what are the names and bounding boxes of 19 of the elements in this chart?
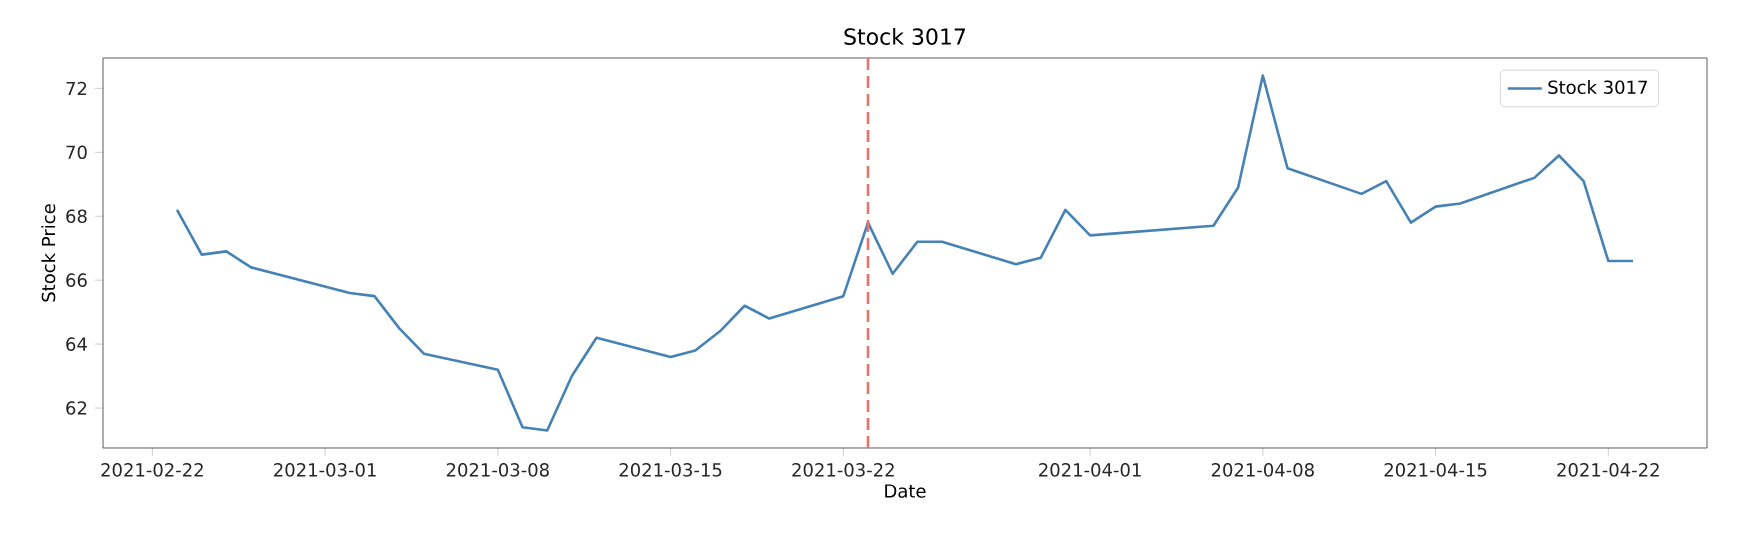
y-tick-label: 64	[66, 337, 87, 351]
y-tick-label: 70	[66, 145, 87, 160]
x-tick-label: 2021-04-15	[1384, 463, 1487, 477]
x-tick-label: 2021-03-01	[274, 463, 376, 477]
y-tick-label: 66	[66, 273, 87, 287]
chart-title: Stock 3017	[844, 27, 966, 45]
x-axis-title: Date	[885, 484, 926, 498]
x-tick-label: 2021-04-08	[1211, 463, 1314, 477]
x-tick-label: 2021-04-01	[1039, 463, 1141, 477]
x-tick-label: 2021-02-22	[101, 463, 203, 477]
y-tick-label: 72	[66, 81, 87, 96]
x-tick-label: 2021-04-22	[1557, 463, 1659, 477]
legend-label: Stock 3017	[1548, 80, 1647, 95]
x-tick-label: 2021-03-22	[792, 463, 894, 477]
y-axis-title: Stock Price	[41, 204, 56, 302]
x-tick-label: 2021-03-08	[446, 463, 549, 477]
x-tick-label: 2021-03-15	[619, 463, 722, 477]
y-tick-label: 68	[66, 209, 87, 224]
y-tick-label: 62	[66, 401, 87, 415]
